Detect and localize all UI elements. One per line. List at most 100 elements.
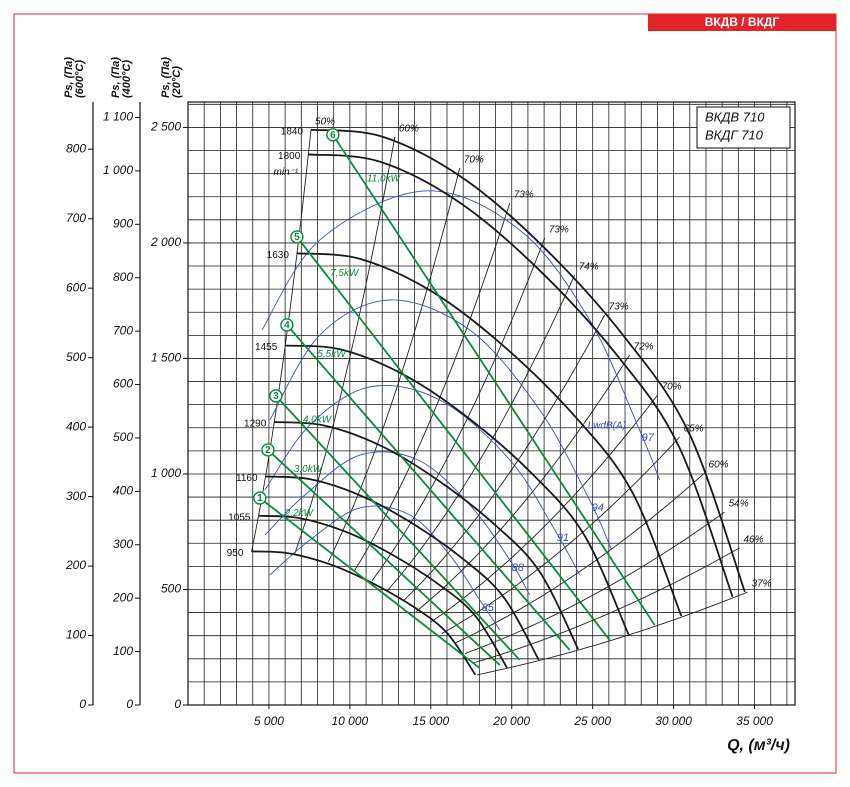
side-axis-tick-label: 500 <box>113 430 133 444</box>
speed-label: 1290 <box>244 419 267 430</box>
fan-curve <box>265 475 540 661</box>
noise-label: 88 <box>512 562 525 574</box>
fan-curve <box>274 421 580 650</box>
power-label: 4,0kW <box>303 414 333 425</box>
speed-unit: min⁻¹ <box>274 167 299 178</box>
efficiency-label: 73% <box>514 190 534 201</box>
efficiency-line <box>327 167 461 563</box>
header-tab <box>648 14 836 31</box>
speed-label: 1055 <box>228 512 251 523</box>
power-label: 5,5kW <box>317 349 347 360</box>
efficiency-line <box>464 511 725 654</box>
y-tick-label: 1 000 <box>151 466 181 480</box>
efficiency-label: 60% <box>709 460 729 471</box>
side-axis-tick-label: 100 <box>66 628 86 642</box>
side-axis-tick-label: 700 <box>66 211 86 225</box>
power-line <box>267 449 501 666</box>
noise-curve <box>264 384 581 576</box>
y-axis-title: Ps, (Па) (400°C) <box>110 57 133 98</box>
side-axis-tick-label: 0 <box>79 697 86 711</box>
x-axis-title: Q, (м³/ч) <box>727 737 790 754</box>
side-axis-tick-label: 300 <box>66 489 86 503</box>
motor-number: 4 <box>284 320 290 331</box>
motor-marker <box>253 491 267 505</box>
efficiency-label: 74% <box>579 262 599 273</box>
efficiency-line <box>476 591 748 676</box>
efficiency-label: 54% <box>729 499 749 510</box>
x-tick-label: 35 000 <box>736 714 773 728</box>
efficiency-label: 70% <box>662 382 682 393</box>
x-tick-label: 20 000 <box>492 714 530 728</box>
efficiency-line <box>371 237 546 581</box>
noise-label: 91 <box>557 532 569 544</box>
y-axis-title: Ps, (Па) (20°C) <box>160 57 183 98</box>
motor-marker <box>269 389 283 403</box>
efficiency-line <box>294 136 396 554</box>
side-axis-tick-label: 400 <box>113 484 133 498</box>
side-axis-tick-label: 1 100 <box>103 110 133 124</box>
speed-label: 1455 <box>255 342 278 353</box>
side-axis-tick-label: 500 <box>66 350 86 364</box>
power-label: 7,5kW <box>330 268 360 279</box>
noise-curve <box>264 451 531 596</box>
title-box <box>696 106 791 149</box>
efficiency-line <box>415 354 630 613</box>
motor-marker <box>261 443 275 457</box>
y-axis-title: Ps, (Па) (600°C) <box>63 57 86 98</box>
motor-number: 5 <box>294 232 300 243</box>
power-label: 2,2kW <box>284 508 315 519</box>
fan-curve <box>310 128 746 593</box>
plot-border <box>187 101 796 706</box>
efficiency-line <box>430 394 658 623</box>
motor-number: 1 <box>257 493 263 504</box>
noise-curve <box>269 505 501 631</box>
y-tick-label: 0 <box>174 697 181 711</box>
power-line <box>259 497 481 669</box>
y-axis-temp: (20°C) <box>171 66 183 98</box>
speed-label: 950 <box>227 548 244 559</box>
y-axis-temp: (600°C) <box>74 60 86 98</box>
side-axis-tick-label: 900 <box>113 216 133 230</box>
side-axis-tick-label: 600 <box>66 280 86 294</box>
x-tick-label: 5 000 <box>254 714 284 728</box>
x-tick-label: 15 000 <box>412 714 449 728</box>
motor-number: 2 <box>265 445 271 456</box>
fan-curve <box>296 252 683 617</box>
side-axis-tick-label: 800 <box>113 270 133 284</box>
side-axis-tick-label: 0 <box>126 697 133 711</box>
efficiency-line <box>472 547 740 664</box>
header-tag: ВКДВ / ВКДГ <box>705 15 780 29</box>
plot-layer: 5 000 10 000 15 000 20 000 25 000 30 000 35 00… <box>63 57 773 728</box>
motor-number: 3 <box>273 391 279 402</box>
efficiency-label: 60% <box>399 124 419 135</box>
side-axis-tick-label: 200 <box>112 590 133 604</box>
y-tick-label: 1 500 <box>151 351 181 365</box>
fan-curve <box>258 514 508 669</box>
side-axis-tick-label: 400 <box>66 419 86 433</box>
speed-label: 1160 <box>236 473 258 484</box>
power-line <box>286 324 571 651</box>
fan-curve <box>251 550 477 676</box>
power-line <box>332 134 656 626</box>
side-axis-tick-label: 300 <box>113 537 133 551</box>
motor-number: 6 <box>330 130 336 141</box>
y-tick-label: 500 <box>161 582 181 596</box>
side-axis-tick-label: 100 <box>113 644 133 658</box>
y-axis-label: Ps, (Па) <box>110 57 122 98</box>
side-axis-tick-label: 200 <box>65 558 86 572</box>
efficiency-line <box>353 202 511 572</box>
y-axis-label: Ps, (Па) <box>63 57 75 98</box>
efficiency-label: 73% <box>549 224 569 235</box>
y-axis-temp: (400°C) <box>121 60 133 98</box>
side-axis-tick-label: 600 <box>113 377 133 391</box>
power-label: 11,0kW <box>367 174 402 185</box>
motor-marker <box>290 230 304 244</box>
side-axis-tick-label: 1 000 <box>103 163 133 177</box>
y-tick-label: 2 500 <box>150 120 181 134</box>
x-tick-label: 30 000 <box>655 714 692 728</box>
speed-label: 1800 <box>278 151 301 162</box>
noise-label: 85 <box>482 602 495 614</box>
efficiency-label: 70% <box>464 154 484 165</box>
